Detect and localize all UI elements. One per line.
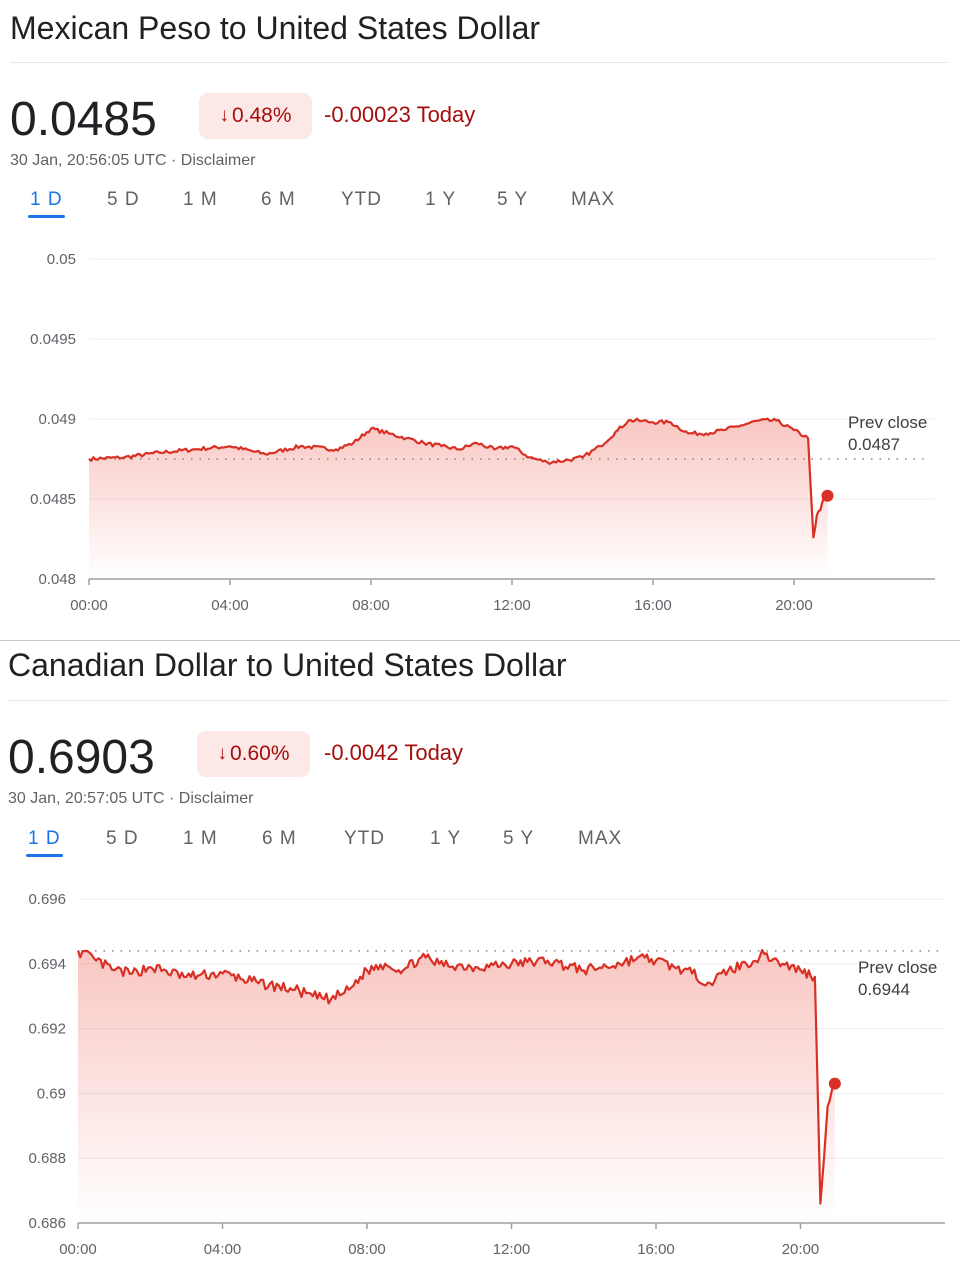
disclaimer-link[interactable]: Disclaimer [178, 790, 254, 807]
series-line [76, 949, 836, 1205]
change-percent: 0.48% [231, 104, 292, 127]
y-tick-label: 0.686 [28, 1215, 66, 1232]
tab-ytd[interactable]: YTD [344, 828, 385, 849]
tab-max[interactable]: MAX [571, 189, 616, 210]
change-today: -0.00023 Today [324, 102, 476, 127]
x-tick-label: 12:00 [493, 597, 531, 614]
tab-1m[interactable]: 1 M [183, 189, 218, 210]
tab-1y[interactable]: 1 Y [425, 189, 457, 210]
tab-max[interactable]: MAX [578, 828, 623, 849]
tab-5d[interactable]: 5 D [107, 189, 140, 210]
tab-5d[interactable]: 5 D [106, 828, 139, 849]
x-tick-label: 00:00 [59, 1241, 97, 1258]
y-tick-label: 0.048 [38, 571, 76, 588]
y-tick-label: 0.05 [47, 251, 76, 268]
cad-usd-panel: Canadian Dollar to United States Dollar … [0, 640, 960, 1280]
separator-dot: · [169, 790, 179, 807]
x-tick-label: 08:00 [348, 1241, 386, 1258]
tab-1d[interactable]: 1 D [28, 189, 65, 218]
y-tick-label: 0.692 [28, 1021, 66, 1038]
tab-5y[interactable]: 5 Y [497, 189, 529, 210]
series-line [88, 417, 828, 539]
series-area [78, 950, 835, 1223]
prev-close-label: Prev close [858, 958, 937, 977]
y-tick-label: 0.688 [28, 1150, 66, 1167]
rate-chart[interactable]: 0.048 0.0485 0.049 0.0495 0.05 00:00 04:00 08:0… [0, 230, 960, 635]
tab-1y[interactable]: 1 Y [430, 828, 462, 849]
prev-close-value: 0.6944 [858, 980, 910, 999]
x-tick-label: 00:00 [70, 597, 108, 614]
arrow-down-icon: ↓ [219, 105, 229, 126]
last-point-dot[interactable] [828, 1077, 841, 1090]
timestamp: 30 Jan, 20:56:05 UTC [10, 152, 167, 169]
y-tick-label: 0.049 [38, 411, 76, 428]
y-tick-label: 0.0485 [30, 491, 76, 508]
panel-title: Canadian Dollar to United States Dollar [8, 647, 567, 683]
y-tick-label: 0.0495 [30, 331, 76, 348]
x-tick-label: 04:00 [204, 1241, 242, 1258]
disclaimer-link[interactable]: Disclaimer [180, 152, 256, 169]
change-percent: 0.60% [229, 742, 290, 765]
timestamp-row: 30 Jan, 20:56:05 UTC · Disclaimer [10, 152, 255, 170]
timestamp: 30 Jan, 20:57:05 UTC [8, 790, 165, 807]
tab-ytd[interactable]: YTD [341, 189, 382, 210]
tab-1m[interactable]: 1 M [183, 828, 218, 849]
x-tick-label: 16:00 [637, 1241, 675, 1258]
x-tick-label: 20:00 [775, 597, 813, 614]
y-tick-label: 0.694 [28, 956, 66, 973]
prev-close-value: 0.0487 [848, 435, 900, 454]
rate-chart[interactable]: 0.686 0.688 0.69 0.692 0.694 0.696 00:00 04:00 0… [0, 871, 960, 1276]
arrow-down-icon: ↓ [217, 743, 227, 764]
x-tick-label: 04:00 [211, 597, 249, 614]
change-today: -0.0042 Today [324, 740, 464, 765]
timestamp-row: 30 Jan, 20:57:05 UTC · Disclaimer [8, 790, 253, 808]
x-tick-label: 16:00 [634, 597, 672, 614]
prev-close-label: Prev close [848, 413, 927, 432]
current-rate: 0.6903 [8, 731, 155, 784]
title-divider [8, 700, 948, 701]
x-tick-label: 12:00 [493, 1241, 531, 1258]
separator-dot: · [171, 152, 181, 169]
last-point-dot[interactable] [821, 489, 834, 502]
tab-1d[interactable]: 1 D [26, 828, 63, 857]
tab-6m[interactable]: 6 M [262, 828, 297, 849]
y-tick-label: 0.696 [28, 891, 66, 908]
panel-title: Mexican Peso to United States Dollar [10, 10, 541, 46]
change-percent-badge: ↓ 0.48% [199, 93, 312, 139]
mxn-usd-panel: Mexican Peso to United States Dollar 0.0… [0, 10, 960, 635]
title-divider [10, 62, 948, 63]
y-tick-label: 0.69 [37, 1085, 66, 1102]
current-rate: 0.0485 [10, 93, 157, 146]
x-tick-label: 20:00 [782, 1241, 820, 1258]
change-percent-badge: ↓ 0.60% [197, 731, 310, 777]
series-area [89, 418, 828, 579]
tab-5y[interactable]: 5 Y [503, 828, 535, 849]
tab-6m[interactable]: 6 M [261, 189, 296, 210]
x-tick-label: 08:00 [352, 597, 390, 614]
